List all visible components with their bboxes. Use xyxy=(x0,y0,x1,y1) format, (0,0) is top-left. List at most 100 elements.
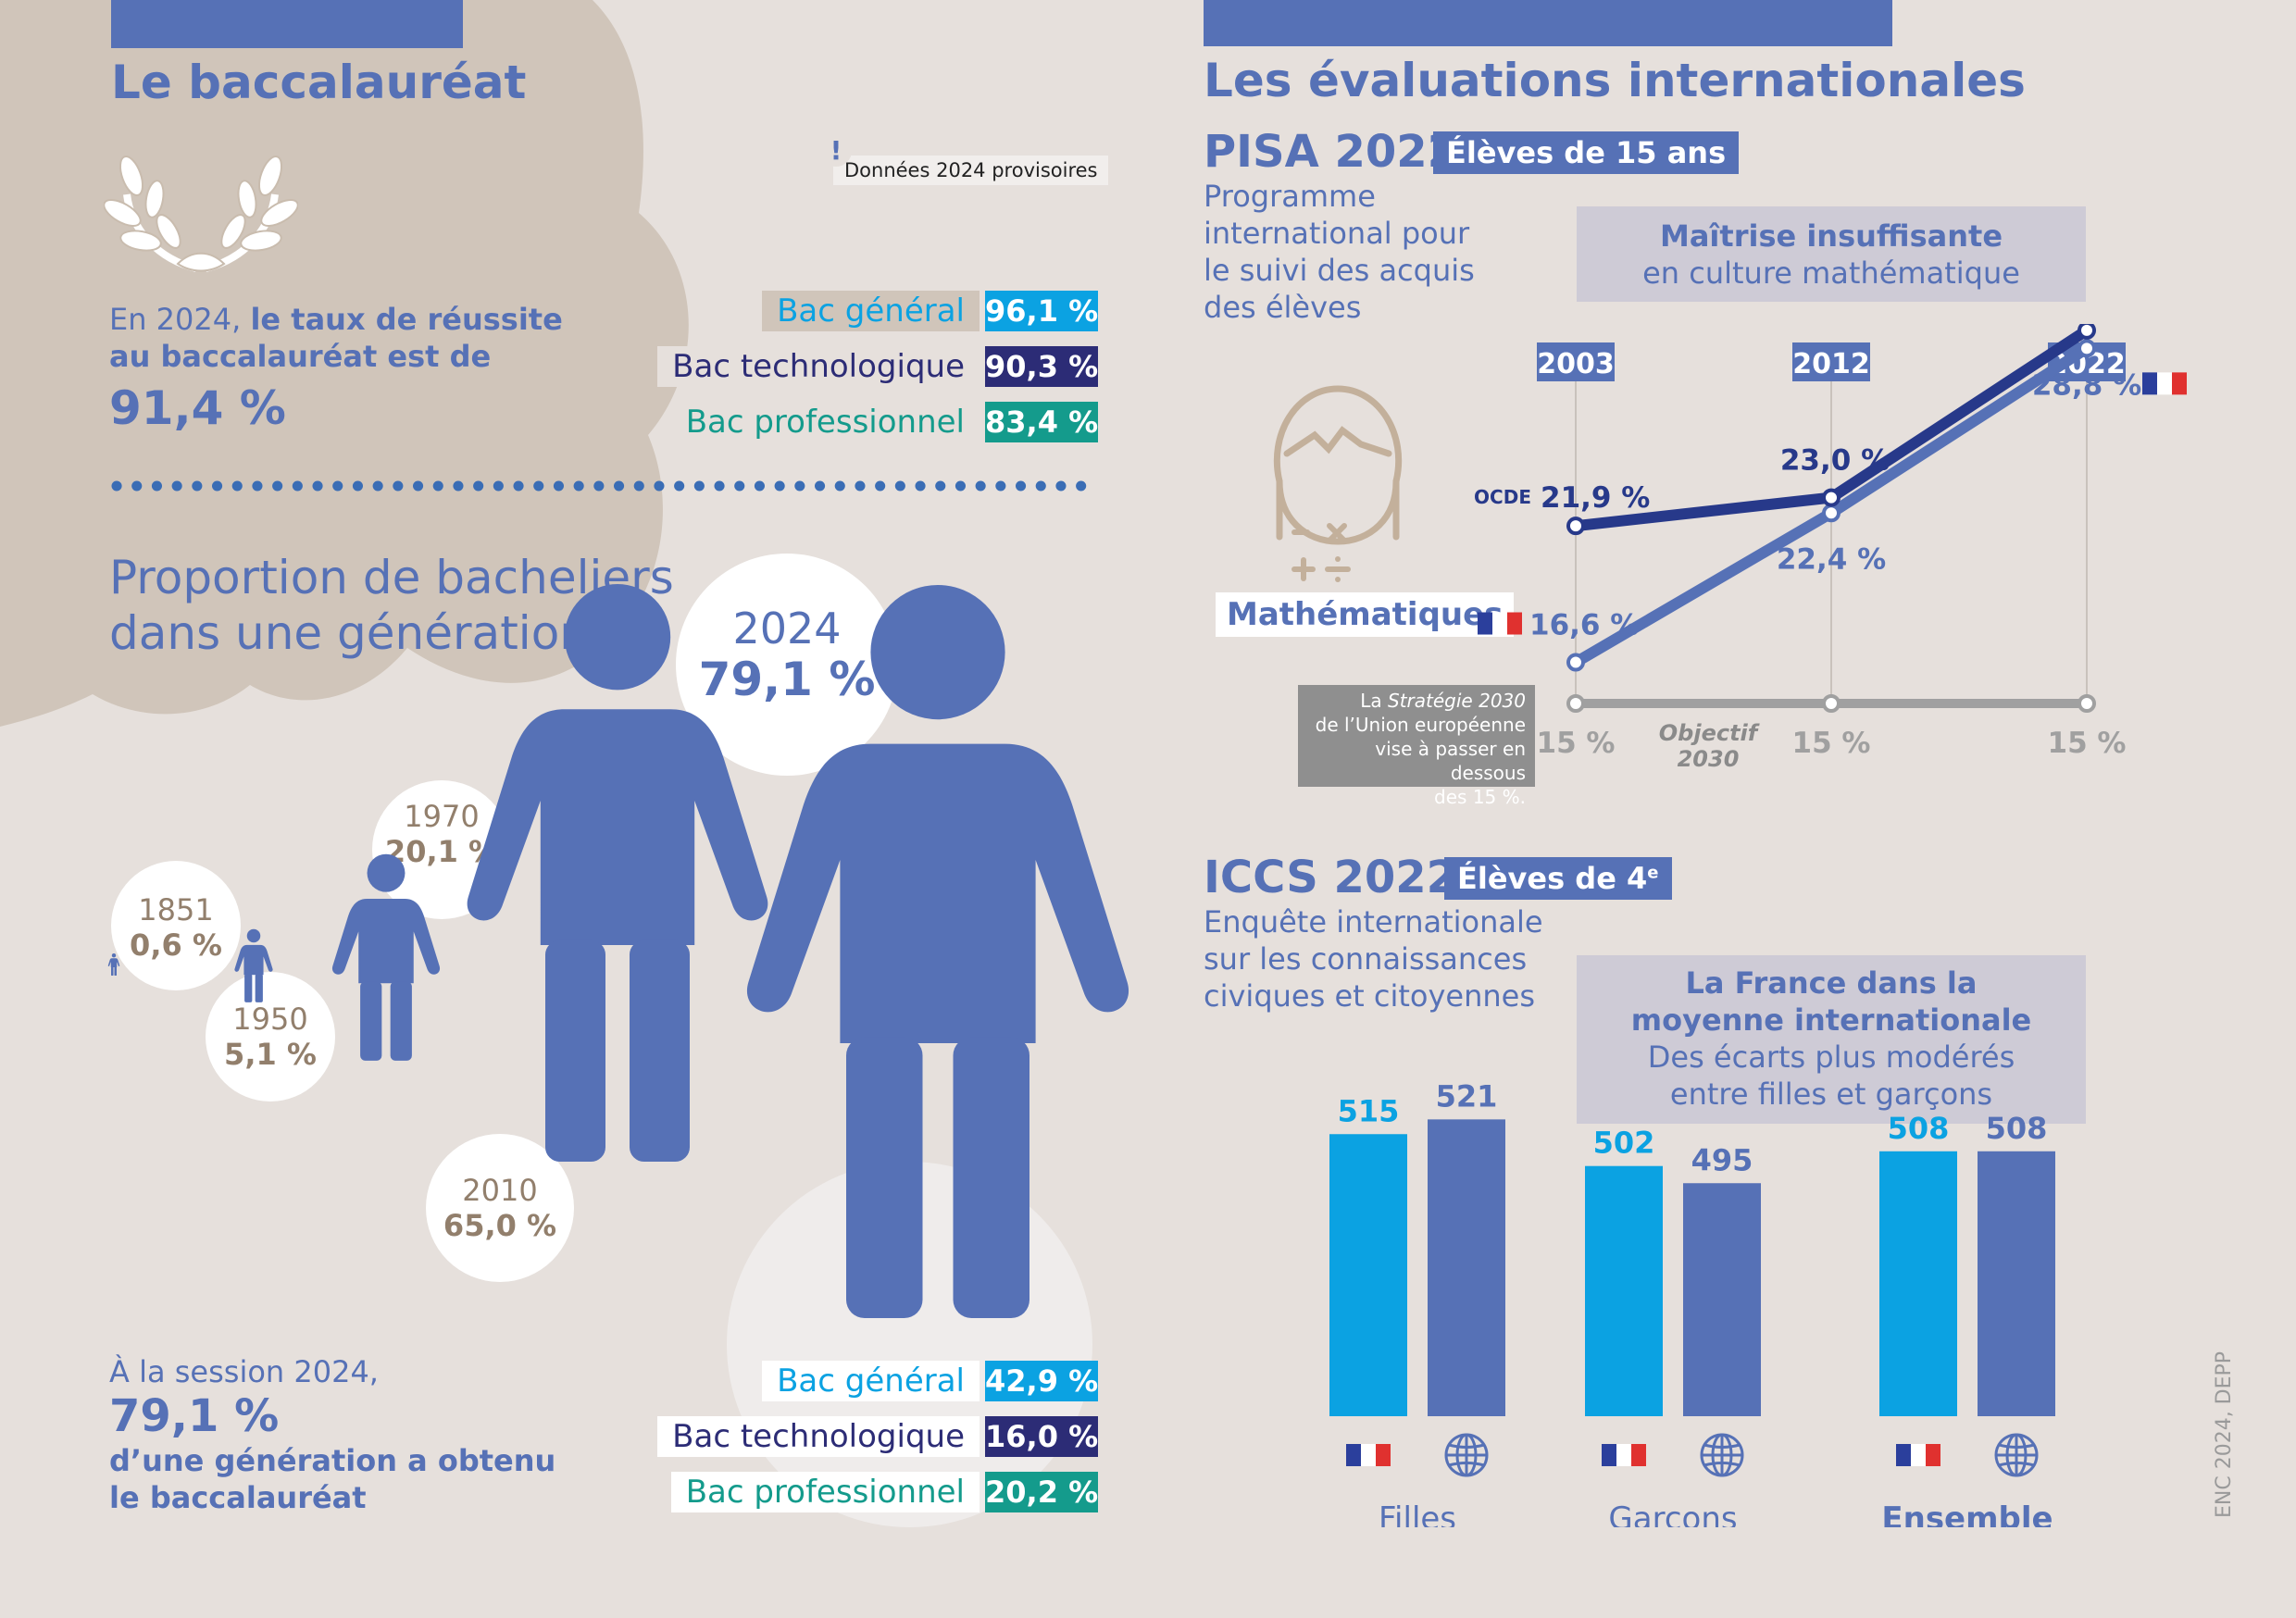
strategy-note-italic: Stratégie 2030 xyxy=(1388,690,1526,712)
person-1970 xyxy=(331,853,441,1061)
bac-row-general: Bac général 96,1 % xyxy=(731,291,1098,331)
point-series-2-2 xyxy=(2078,694,2096,713)
label-fr-2022: 28,8 % xyxy=(2032,368,2141,402)
label-fr-2012: 22,4 % xyxy=(1777,542,1886,576)
bubble-2024-pct: 79,1 % xyxy=(698,653,876,706)
provisional-note-text: Données 2024 provisoires xyxy=(844,159,1098,181)
bubble-1950-year: 1950 xyxy=(232,1002,308,1037)
strategy-note: La Stratégie 2030 de l’Union européenne … xyxy=(1298,685,1535,808)
bac-row-general-label: Bac général xyxy=(762,291,980,331)
label-goal-2003: 15 % xyxy=(1537,727,1616,760)
iccs-box: La France dans la moyenne internationale… xyxy=(1577,955,2086,1124)
bar-flag-Ensemble xyxy=(1896,1444,1940,1466)
point-series-0-2 xyxy=(2078,324,2096,340)
maths-label: Mathématiques xyxy=(1216,592,1515,637)
session-line-2: d’une génération a obtenu xyxy=(109,1443,556,1478)
proportion-title-line-1: Proportion de bacheliers xyxy=(109,551,674,604)
dotted-separator xyxy=(111,480,1100,492)
pisa-box-normal: en culture mathématique xyxy=(1642,255,2020,291)
prop-row-techno-label: Bac technologique xyxy=(657,1416,980,1457)
iccs-tag-sup: e xyxy=(1647,863,1659,883)
label-ocde-2003: 21,9 % xyxy=(1541,481,1650,515)
bar-label-Garçons-0: 502 xyxy=(1593,1126,1655,1161)
pisa-desc-3: le suivi des acquis xyxy=(1204,253,1475,288)
pisa-title: PISA 2022 xyxy=(1204,126,1459,178)
prop-row-general: Bac général 42,9 % xyxy=(731,1361,1098,1401)
strategy-note-1: La xyxy=(1360,690,1382,712)
iccs-box-normal-2: entre filles et garçons xyxy=(1669,1077,1993,1112)
bar-label-Filles-0: 515 xyxy=(1338,1093,1400,1128)
strategy-note-2: de l’Union européenne xyxy=(1315,714,1526,736)
iccs-desc-1: Enquête internationale xyxy=(1204,904,1543,940)
point-series-1-2 xyxy=(2078,339,2096,358)
objectif-label: Objectif 2030 xyxy=(1648,720,1768,772)
pisa-desc: Programme international pour le suivi de… xyxy=(1204,178,1475,326)
objectif-line-2: 2030 xyxy=(1677,746,1740,772)
prop-row-general-value: 42,9 % xyxy=(985,1361,1098,1401)
bar-label-Ensemble-0: 508 xyxy=(1888,1111,1950,1146)
bac-row-techno-label: Bac technologique xyxy=(657,346,980,387)
bac-intro: En 2024, le taux de réussite au baccalau… xyxy=(109,301,563,375)
point-series-1-1 xyxy=(1822,504,1841,523)
bubble-1851: 1851 0,6 % xyxy=(111,861,241,990)
pisa-box: Maîtrise insuffisante en culture mathéma… xyxy=(1577,206,2086,302)
iccs-box-bold-2: moyenne internationale xyxy=(1630,1002,2032,1038)
year-box-2003 xyxy=(1537,342,1615,381)
pisa-desc-2: international pour xyxy=(1204,216,1470,251)
bar-Garçons-0 xyxy=(1585,1165,1663,1416)
bac-row-pro-label: Bac professionnel xyxy=(670,402,980,442)
bac-row-pro-value: 83,4 % xyxy=(985,402,1098,442)
bar-flag-Garçons xyxy=(1602,1444,1646,1466)
iccs-title: ICCS 2022 xyxy=(1204,852,1458,903)
pisa-desc-1: Programme xyxy=(1204,179,1376,214)
iccs-box-normal-1: Des écarts plus modérés xyxy=(1647,1039,2015,1075)
provisional-note: Données 2024 provisoires xyxy=(833,156,1109,185)
point-series-2-1 xyxy=(1822,694,1841,713)
point-series-2-0 xyxy=(1566,694,1585,713)
bar-globe-Ensemble xyxy=(1994,1433,2039,1477)
intl-header-bar xyxy=(1204,0,1892,46)
session-text: À la session 2024, 79,1 % d’une générati… xyxy=(109,1353,555,1516)
pisa-box-bold: Maîtrise insuffisante xyxy=(1659,218,2003,254)
person-1851 xyxy=(107,953,120,976)
bubble-2010-pct: 65,0 % xyxy=(443,1208,557,1243)
objectif-line-1: Objectif xyxy=(1658,720,1758,746)
session-value: 79,1 % xyxy=(109,1390,280,1442)
bubble-2024-year: 2024 xyxy=(732,604,842,653)
bac-row-techno: Bac technologique 90,3 % xyxy=(657,346,1098,387)
bac-row-pro: Bac professionnel 83,4 % xyxy=(670,402,1098,442)
bar-globe-Filles xyxy=(1444,1433,1489,1477)
bac-intro-bold-1: le taux de réussite xyxy=(250,302,563,337)
pisa-tag: Élèves de 15 ans xyxy=(1433,131,1740,174)
bar-Filles-0 xyxy=(1329,1134,1407,1416)
strategy-note-4: des 15 %. xyxy=(1434,786,1526,808)
person-2024 xyxy=(746,585,1129,1318)
proportion-title-line-2: dans une génération xyxy=(109,606,589,660)
point-series-1-0 xyxy=(1566,653,1585,672)
laurel-wreath-icon xyxy=(104,156,298,272)
bar-Garçons-1 xyxy=(1683,1183,1761,1416)
bac-row-techno-value: 90,3 % xyxy=(985,346,1098,387)
session-line-1: À la session 2024, xyxy=(109,1354,379,1389)
bubble-1851-year: 1851 xyxy=(138,892,214,927)
bubble-1950: 1950 5,1 % xyxy=(206,972,335,1101)
beige-background-blob xyxy=(0,0,689,727)
bac-row-general-value: 96,1 % xyxy=(985,291,1098,331)
person-2010 xyxy=(467,584,768,1162)
session-line-3: le baccalauréat xyxy=(109,1480,367,1515)
flag-2003 xyxy=(1478,612,1522,635)
bar-globe-Garçons xyxy=(1700,1433,1744,1477)
bubble-2024: 2024 79,1 % xyxy=(676,554,898,776)
year-label-2003: 2003 xyxy=(1537,348,1615,380)
bubble-2010: 2010 65,0 % xyxy=(426,1134,574,1282)
bubble-1851-pct: 0,6 % xyxy=(130,927,222,963)
iccs-tag-text: Élèves de 4 xyxy=(1457,861,1648,896)
iccs-bar-chart: 515 521 Filles 502 495 Garçons 508 508 Ensemble xyxy=(1329,1078,2055,1527)
prop-row-general-label: Bac général xyxy=(762,1361,980,1401)
year-label-2012: 2012 xyxy=(1792,348,1870,380)
label-ocde-tag-2003: OCDE xyxy=(1474,486,1531,508)
category-label-Garçons: Garçons xyxy=(1608,1500,1737,1527)
bubble-2010-year: 2010 xyxy=(462,1173,538,1208)
prop-row-pro-label: Bac professionnel xyxy=(670,1472,980,1512)
